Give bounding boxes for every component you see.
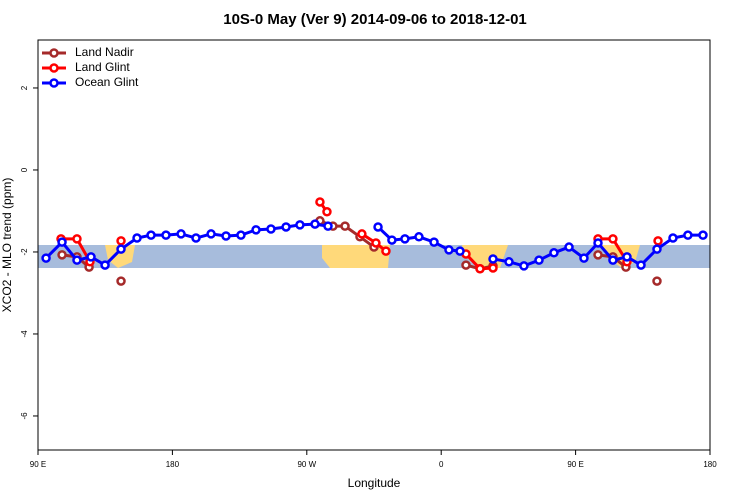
data-point: [323, 221, 333, 231]
data-point: [475, 264, 485, 274]
data-point: [161, 230, 171, 240]
y-axis-label: XCO2 - MLO trend (ppm): [0, 178, 14, 313]
data-point: [622, 252, 632, 262]
data-point: [683, 230, 693, 240]
data-point: [132, 233, 142, 243]
data-point: [41, 253, 51, 263]
plot-frame: [37, 39, 711, 451]
data-point: [400, 234, 410, 244]
data-point: [315, 197, 325, 207]
y-tick-label: -2: [20, 248, 29, 256]
data-point: [461, 260, 471, 270]
data-point: [86, 252, 96, 262]
y-tick-label: 2: [20, 85, 29, 90]
legend-label: Ocean Glint: [75, 75, 139, 89]
x-tick-label: 90 E: [567, 460, 583, 469]
data-point: [593, 250, 603, 260]
data-point: [116, 276, 126, 286]
data-point: [504, 257, 514, 267]
data-point: [593, 238, 603, 248]
x-axis-label: Longitude: [348, 476, 401, 490]
data-point: [444, 245, 454, 255]
data-point: [579, 253, 589, 263]
data-point: [371, 238, 381, 248]
data-point: [57, 237, 67, 247]
data-point: [668, 233, 678, 243]
y-tick-label: 0: [20, 167, 29, 172]
legend-marker: [49, 78, 59, 88]
data-point: [340, 221, 350, 231]
legend-marker: [49, 63, 59, 73]
y-tick-label: -6: [20, 412, 29, 420]
legend-label: Land Nadir: [75, 45, 134, 59]
data-point: [519, 261, 529, 271]
data-point: [653, 236, 663, 246]
data-point: [116, 244, 126, 254]
data-point: [652, 276, 662, 286]
data-point: [549, 248, 559, 258]
data-point: [455, 246, 465, 256]
chart-title: 10S-0 May (Ver 9) 2014-09-06 to 2018-12-…: [223, 11, 527, 28]
legend-marker: [49, 48, 59, 58]
data-point: [488, 263, 498, 273]
land: [322, 245, 390, 268]
data-point: [564, 242, 574, 252]
x-tick-label: 90 E: [30, 460, 46, 469]
data-point: [534, 255, 544, 265]
data-point: [72, 255, 82, 265]
x-tick-label: 90 W: [297, 460, 316, 469]
data-point: [322, 207, 332, 217]
data-point: [100, 260, 110, 270]
data-point: [373, 222, 383, 232]
x-tick-label: 180: [703, 460, 717, 469]
data-point: [116, 236, 126, 246]
data-point: [266, 224, 276, 234]
legend-label: Land Glint: [75, 60, 130, 74]
x-tick-label: 0: [439, 460, 444, 469]
data-point: [310, 219, 320, 229]
data-point: [381, 246, 391, 256]
data-point: [281, 222, 291, 232]
data-point: [357, 229, 367, 239]
data-point: [72, 234, 82, 244]
data-point: [608, 255, 618, 265]
data-point: [652, 244, 662, 254]
data-point: [236, 230, 246, 240]
data-point: [176, 229, 186, 239]
data-point: [636, 260, 646, 270]
data-point: [429, 237, 439, 247]
land: [105, 245, 135, 268]
data-point: [221, 231, 231, 241]
data-point: [146, 230, 156, 240]
data-point: [251, 225, 261, 235]
data-point: [608, 234, 618, 244]
data-point: [698, 230, 708, 240]
data-point: [191, 233, 201, 243]
data-point: [387, 235, 397, 245]
y-tick-label: -4: [20, 330, 29, 338]
data-point: [295, 220, 305, 230]
data-point: [57, 250, 67, 260]
x-tick-label: 180: [166, 460, 180, 469]
data-point: [414, 232, 424, 242]
data-point: [206, 229, 216, 239]
data-point: [488, 254, 498, 264]
